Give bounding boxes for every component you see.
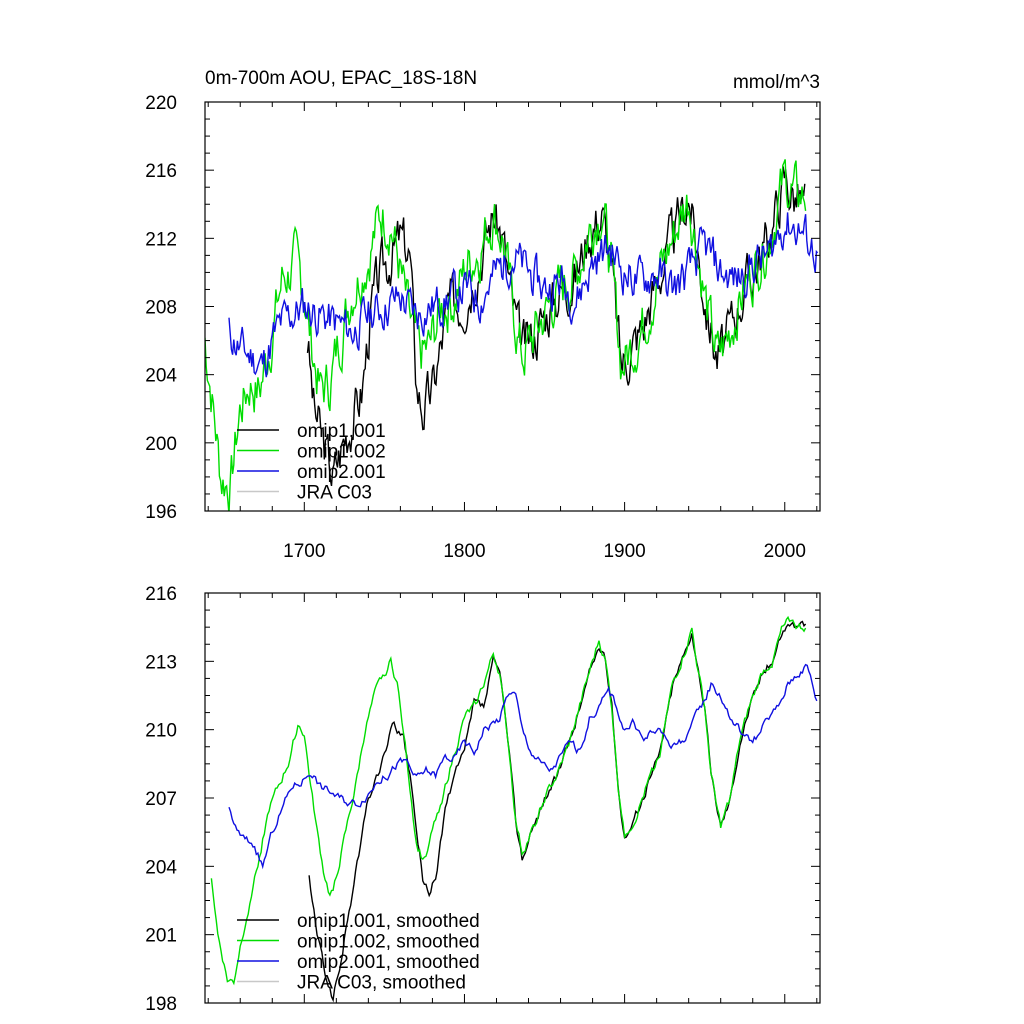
y-tick-label: 196: [145, 502, 177, 523]
legend-label: JRA C03, smoothed: [297, 973, 466, 994]
y-tick-label: 220: [145, 93, 177, 114]
series-line-omip1-001: [306, 166, 806, 487]
y-tick-label: 210: [145, 721, 177, 742]
legend-label: JRA C03: [297, 483, 372, 504]
y-tick-label: 216: [145, 161, 177, 182]
x-tick-label: 1800: [443, 541, 485, 562]
series-line-omip2-001-smoothed: [228, 663, 818, 870]
bottom-panel: 198 201 204 207 210 213 216 omip1.001, smoothed…: [145, 584, 821, 1015]
y-tick-label: 208: [145, 298, 177, 319]
legend-label: omip1.002: [297, 442, 386, 463]
x-tick-label: 1900: [603, 541, 645, 562]
series-line-omip2-001: [228, 212, 819, 378]
legend-label: omip1.001, smoothed: [297, 911, 480, 932]
top-chart-units: mmol/m^3: [733, 72, 820, 93]
y-tick-label: 207: [145, 789, 177, 810]
legend-label: omip1.001: [297, 421, 386, 442]
y-tick-label: 213: [145, 652, 177, 673]
top-chart-title: 0m-700m AOU, EPAC_18S-18N: [205, 68, 477, 89]
legend-label: omip2.001: [297, 462, 386, 483]
y-tick-label: 216: [145, 584, 177, 605]
x-tick-label: 2000: [764, 541, 806, 562]
y-tick-label: 204: [145, 366, 177, 387]
y-tick-label: 204: [145, 857, 177, 878]
legend-label: omip1.002, smoothed: [297, 932, 480, 953]
x-tick-label: 1700: [283, 541, 325, 562]
series-line-omip1-002: [205, 159, 807, 511]
y-tick-label: 212: [145, 229, 177, 250]
y-tick-label: 201: [145, 926, 177, 947]
y-tick-label: 200: [145, 434, 177, 455]
top-panel: 0m-700m AOU, EPAC_18S-18N mmol/m^3 196 20…: [145, 68, 821, 562]
legend-label: omip2.001, smoothed: [297, 952, 480, 973]
y-tick-label: 198: [145, 994, 177, 1015]
series-line-omip1-002-smoothed: [210, 615, 807, 986]
